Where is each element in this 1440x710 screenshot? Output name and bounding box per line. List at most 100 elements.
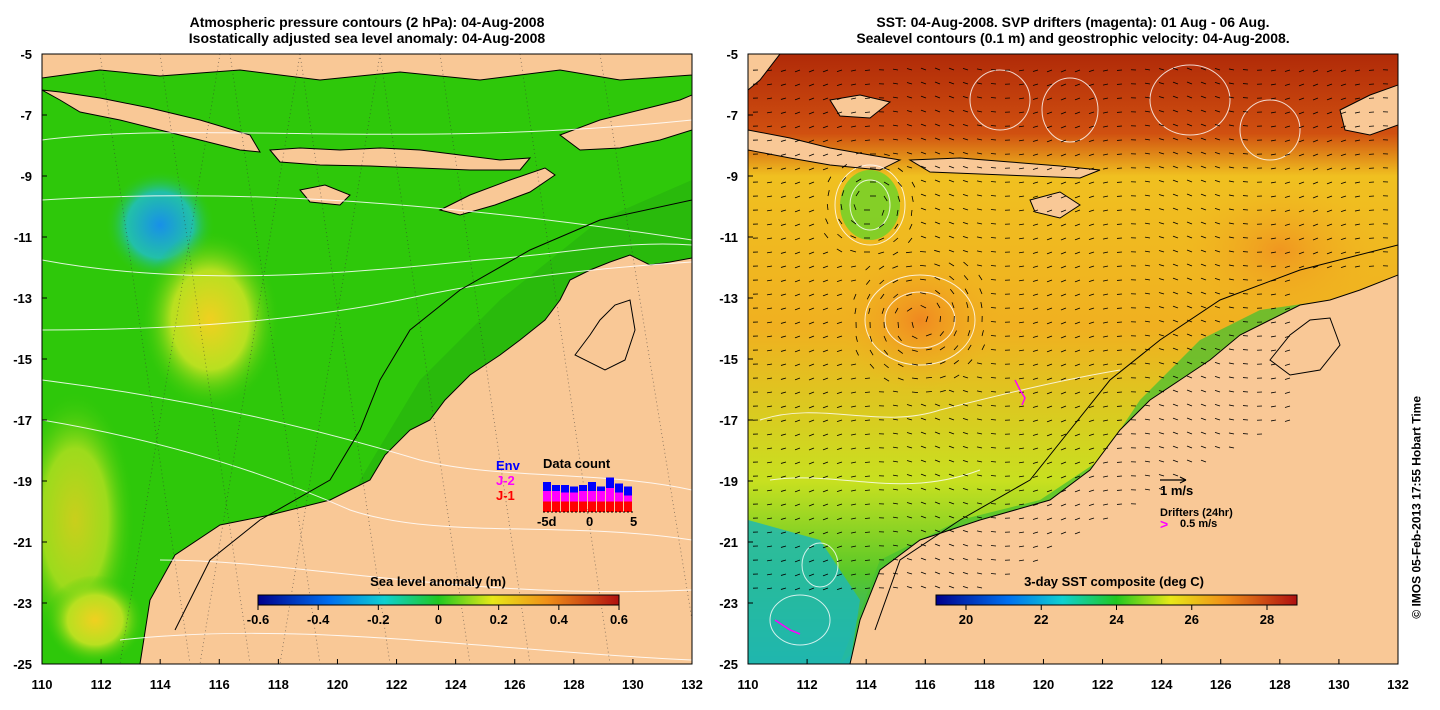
velocity-vector	[948, 81, 955, 85]
velocity-vector	[766, 405, 773, 408]
velocity-vector	[1102, 489, 1109, 492]
velocity-vector	[962, 236, 969, 239]
velocity-vector	[892, 418, 899, 421]
velocity-vector	[1228, 306, 1235, 309]
velocity-vector	[1158, 348, 1165, 351]
velocity-vector	[822, 349, 829, 353]
velocity-vector	[766, 181, 773, 184]
velocity-vector	[934, 221, 941, 225]
velocity-vector	[976, 446, 983, 449]
velocity-vector	[1284, 167, 1291, 170]
velocity-vector	[962, 152, 969, 155]
velocity-vector	[897, 363, 904, 368]
velocity-vector	[920, 67, 927, 71]
velocity-vector	[1060, 517, 1067, 521]
velocity-vector	[1102, 195, 1109, 198]
velocity-vector	[948, 67, 955, 71]
velocity-vector	[794, 307, 801, 311]
velocity-vector	[1018, 139, 1025, 142]
velocity-vector	[976, 110, 983, 113]
velocity-vector	[939, 315, 941, 323]
velocity-vector	[794, 153, 801, 157]
velocity-vector	[1032, 209, 1039, 212]
velocity-vector	[1046, 531, 1053, 535]
velocity-vector	[794, 559, 801, 563]
velocity-vector	[976, 68, 983, 71]
velocity-vector	[1144, 250, 1151, 253]
velocity-vector	[808, 167, 815, 171]
velocity-vector	[1200, 431, 1207, 435]
velocity-vector	[1018, 433, 1025, 436]
velocity-vector	[808, 139, 815, 143]
velocity-vector	[794, 321, 801, 325]
x-tick-label: 122	[1092, 677, 1114, 692]
velocity-vector	[1032, 349, 1039, 352]
velocity-vector	[1074, 181, 1081, 185]
velocity-vector	[780, 363, 787, 366]
velocity-vector	[1074, 363, 1081, 367]
velocity-vector	[962, 390, 969, 393]
velocity-vector	[1046, 111, 1053, 115]
velocity-vector	[911, 321, 914, 328]
velocity-vector	[1018, 503, 1025, 506]
velocity-vector	[850, 475, 857, 478]
velocity-vector	[1158, 376, 1165, 379]
left-title-line1: Atmospheric pressure contours (2 hPa): 0…	[189, 14, 545, 30]
velocity-vector	[766, 545, 773, 548]
velocity-vector	[934, 459, 941, 463]
velocity-vector	[766, 433, 773, 436]
colorbar-tick-label: 0.4	[550, 612, 569, 627]
velocity-vector	[878, 237, 885, 241]
velocity-vector	[827, 190, 830, 197]
velocity-vector	[1200, 109, 1207, 113]
velocity-vector	[919, 264, 927, 267]
velocity-vector	[906, 488, 913, 491]
y-tick-label: -15	[719, 352, 738, 367]
velocity-vector	[1354, 69, 1361, 72]
velocity-vector	[822, 279, 829, 283]
velocity-vector	[1186, 235, 1193, 239]
velocity-vector	[1214, 96, 1221, 99]
velocity-vector	[822, 321, 829, 325]
sla-colorbar: Sea level anomaly (m) -0.6 -0.4 -0.2 0 0.2 0.…	[247, 574, 628, 627]
velocity-vector	[1060, 349, 1067, 353]
velocity-vector	[766, 349, 773, 352]
velocity-vector	[766, 279, 773, 282]
velocity-vector	[1172, 445, 1179, 449]
velocity-vector	[766, 419, 773, 422]
velocity-vector	[850, 391, 857, 394]
velocity-vector	[1144, 334, 1151, 337]
cape-peninsula	[574, 299, 636, 371]
y-tick-label: -7	[20, 108, 32, 123]
velocity-vector	[1284, 251, 1291, 254]
velocity-vector	[1074, 83, 1081, 87]
velocity-vector	[906, 544, 913, 547]
velocity-vector	[948, 487, 955, 491]
velocity-vector	[894, 307, 899, 314]
velocity-vector	[836, 391, 843, 394]
velocity-vector	[836, 279, 843, 282]
velocity-vector	[1032, 111, 1039, 114]
x-tick-label: 130	[622, 677, 644, 692]
velocity-vector	[1228, 390, 1235, 393]
velocity-vector	[1172, 81, 1179, 85]
velocity-vector	[1270, 251, 1277, 254]
y-tick-label: -5	[726, 47, 738, 62]
velocity-vector	[1074, 503, 1081, 507]
velocity-vector	[964, 288, 969, 295]
velocity-vector	[1144, 418, 1151, 421]
velocity-vector	[1018, 83, 1025, 86]
velocity-vector	[1046, 349, 1053, 353]
velocity-vector	[855, 190, 860, 197]
drifter-speed-label: 0.5 m/s	[1180, 518, 1217, 530]
velocity-vector	[1312, 97, 1319, 101]
velocity-vector	[1312, 223, 1319, 227]
sst-colorbar-title: 3-day SST composite (deg C)	[1024, 574, 1204, 589]
velocity-vector	[976, 264, 983, 267]
data-count-bar-env	[588, 482, 596, 491]
velocity-vector	[934, 263, 941, 267]
velocity-vector	[1186, 207, 1193, 211]
velocity-vector	[1074, 223, 1081, 227]
velocity-vector	[948, 109, 955, 113]
velocity-vector	[1060, 181, 1067, 185]
